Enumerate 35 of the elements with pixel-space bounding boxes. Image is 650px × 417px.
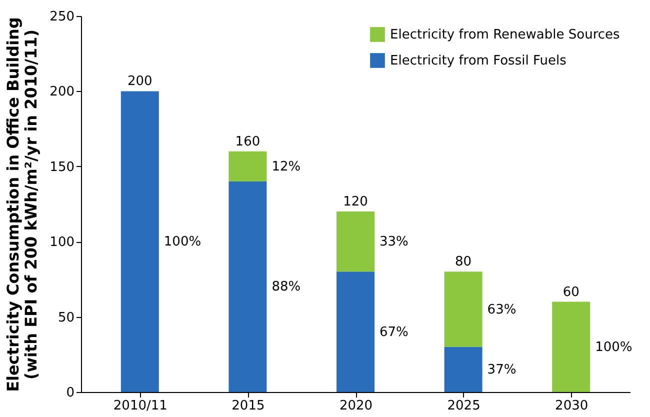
annotation: 100% <box>595 340 632 355</box>
total-label: 160 <box>235 134 260 150</box>
y-tick-label: 250 <box>50 10 74 24</box>
x-tick-label: 2025 <box>447 398 480 414</box>
bar <box>444 272 482 347</box>
y-tick-label: 0 <box>66 386 74 400</box>
y-tick-label: 150 <box>50 160 74 175</box>
y-tick-label: 100 <box>50 235 74 250</box>
bar <box>228 181 267 392</box>
annotation: 100% <box>164 234 202 250</box>
legend-label: Electricity from Fossil Fuels <box>390 54 567 68</box>
bar <box>444 346 482 392</box>
y-tick-label: 200 <box>50 84 74 100</box>
total-label: 200 <box>127 74 152 90</box>
x-tick-label: 2020 <box>339 398 373 414</box>
annotation: 63% <box>487 302 516 318</box>
bar <box>552 302 590 392</box>
legend-label: Electricity from Renewable Sources <box>390 28 620 42</box>
total-label: 80 <box>455 254 472 270</box>
bar <box>336 272 374 392</box>
y-axis-title: Electricity Consumption in Office Building (with EPI of 200 kWh/m²/yr in 2010/11) <box>4 17 41 392</box>
x-tick-label: 2010/11 <box>113 398 168 414</box>
y-tick-label: 50 <box>58 310 74 326</box>
annotation: 67% <box>380 324 408 340</box>
annotation: 88% <box>272 280 301 295</box>
annotation: 37% <box>487 362 516 378</box>
annotation: 33% <box>380 234 408 250</box>
x-tick-label: 2030 <box>555 398 588 414</box>
total-label: 120 <box>343 194 368 210</box>
total-label: 60 <box>562 284 580 300</box>
annotation: 12% <box>272 159 301 174</box>
bar <box>336 212 374 272</box>
x-tick-label: 2015 <box>232 398 265 414</box>
bar <box>228 151 267 182</box>
bar <box>120 91 159 392</box>
